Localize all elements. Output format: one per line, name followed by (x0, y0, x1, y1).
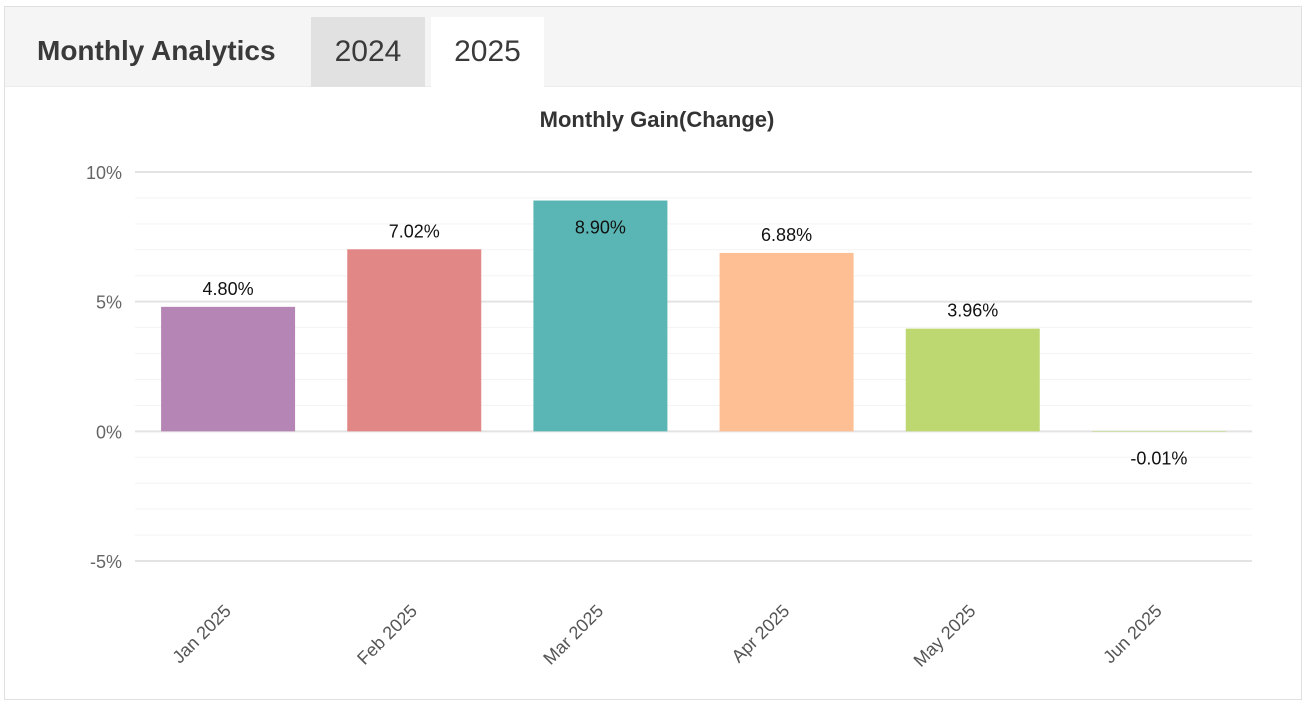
chart-bars (161, 200, 1226, 432)
x-tick-label: Feb 2025 (353, 601, 421, 669)
page-title: Monthly Analytics (37, 35, 276, 66)
chart-title: Monthly Gain(Change) (540, 107, 775, 132)
chart-grid (135, 171, 1252, 562)
data-label: 4.80% (203, 279, 254, 299)
data-label: -0.01% (1130, 448, 1187, 468)
bar-mar-2025[interactable] (533, 200, 668, 432)
y-tick-label: 5% (96, 293, 122, 313)
bar-jun-2025[interactable] (1091, 431, 1226, 432)
bar-may-2025[interactable] (905, 328, 1040, 432)
x-tick-label: Apr 2025 (728, 601, 794, 667)
x-tick-label: May 2025 (910, 601, 980, 671)
bar-feb-2025[interactable] (347, 249, 482, 432)
bar-jan-2025[interactable] (161, 306, 296, 432)
x-tick-label: Mar 2025 (539, 601, 607, 669)
data-label: 3.96% (947, 301, 998, 321)
x-tick-label: Jun 2025 (1099, 601, 1166, 668)
tab-2024[interactable]: 2024 (311, 17, 425, 87)
data-label: 8.90% (575, 218, 626, 238)
data-label: 7.02% (389, 221, 440, 241)
y-axis: 10% 5% 0% -5% (86, 163, 122, 572)
tab-bar: Monthly Analytics 2024 2025 (5, 7, 1301, 88)
tab-2025[interactable]: 2025 (431, 17, 544, 88)
bar-apr-2025[interactable] (719, 252, 854, 432)
y-tick-label: 10% (86, 163, 122, 183)
data-label: 6.88% (761, 225, 812, 245)
x-tick-label: Jan 2025 (168, 601, 235, 668)
y-tick-label: -5% (90, 552, 122, 572)
data-labels: 4.80% 7.02% 8.90% 6.88% 3.96% -0.01% (203, 218, 1188, 469)
x-axis: Jan 2025 Feb 2025 Mar 2025 Apr 2025 May 2025… (168, 601, 1165, 671)
y-tick-label: 0% (96, 422, 122, 442)
